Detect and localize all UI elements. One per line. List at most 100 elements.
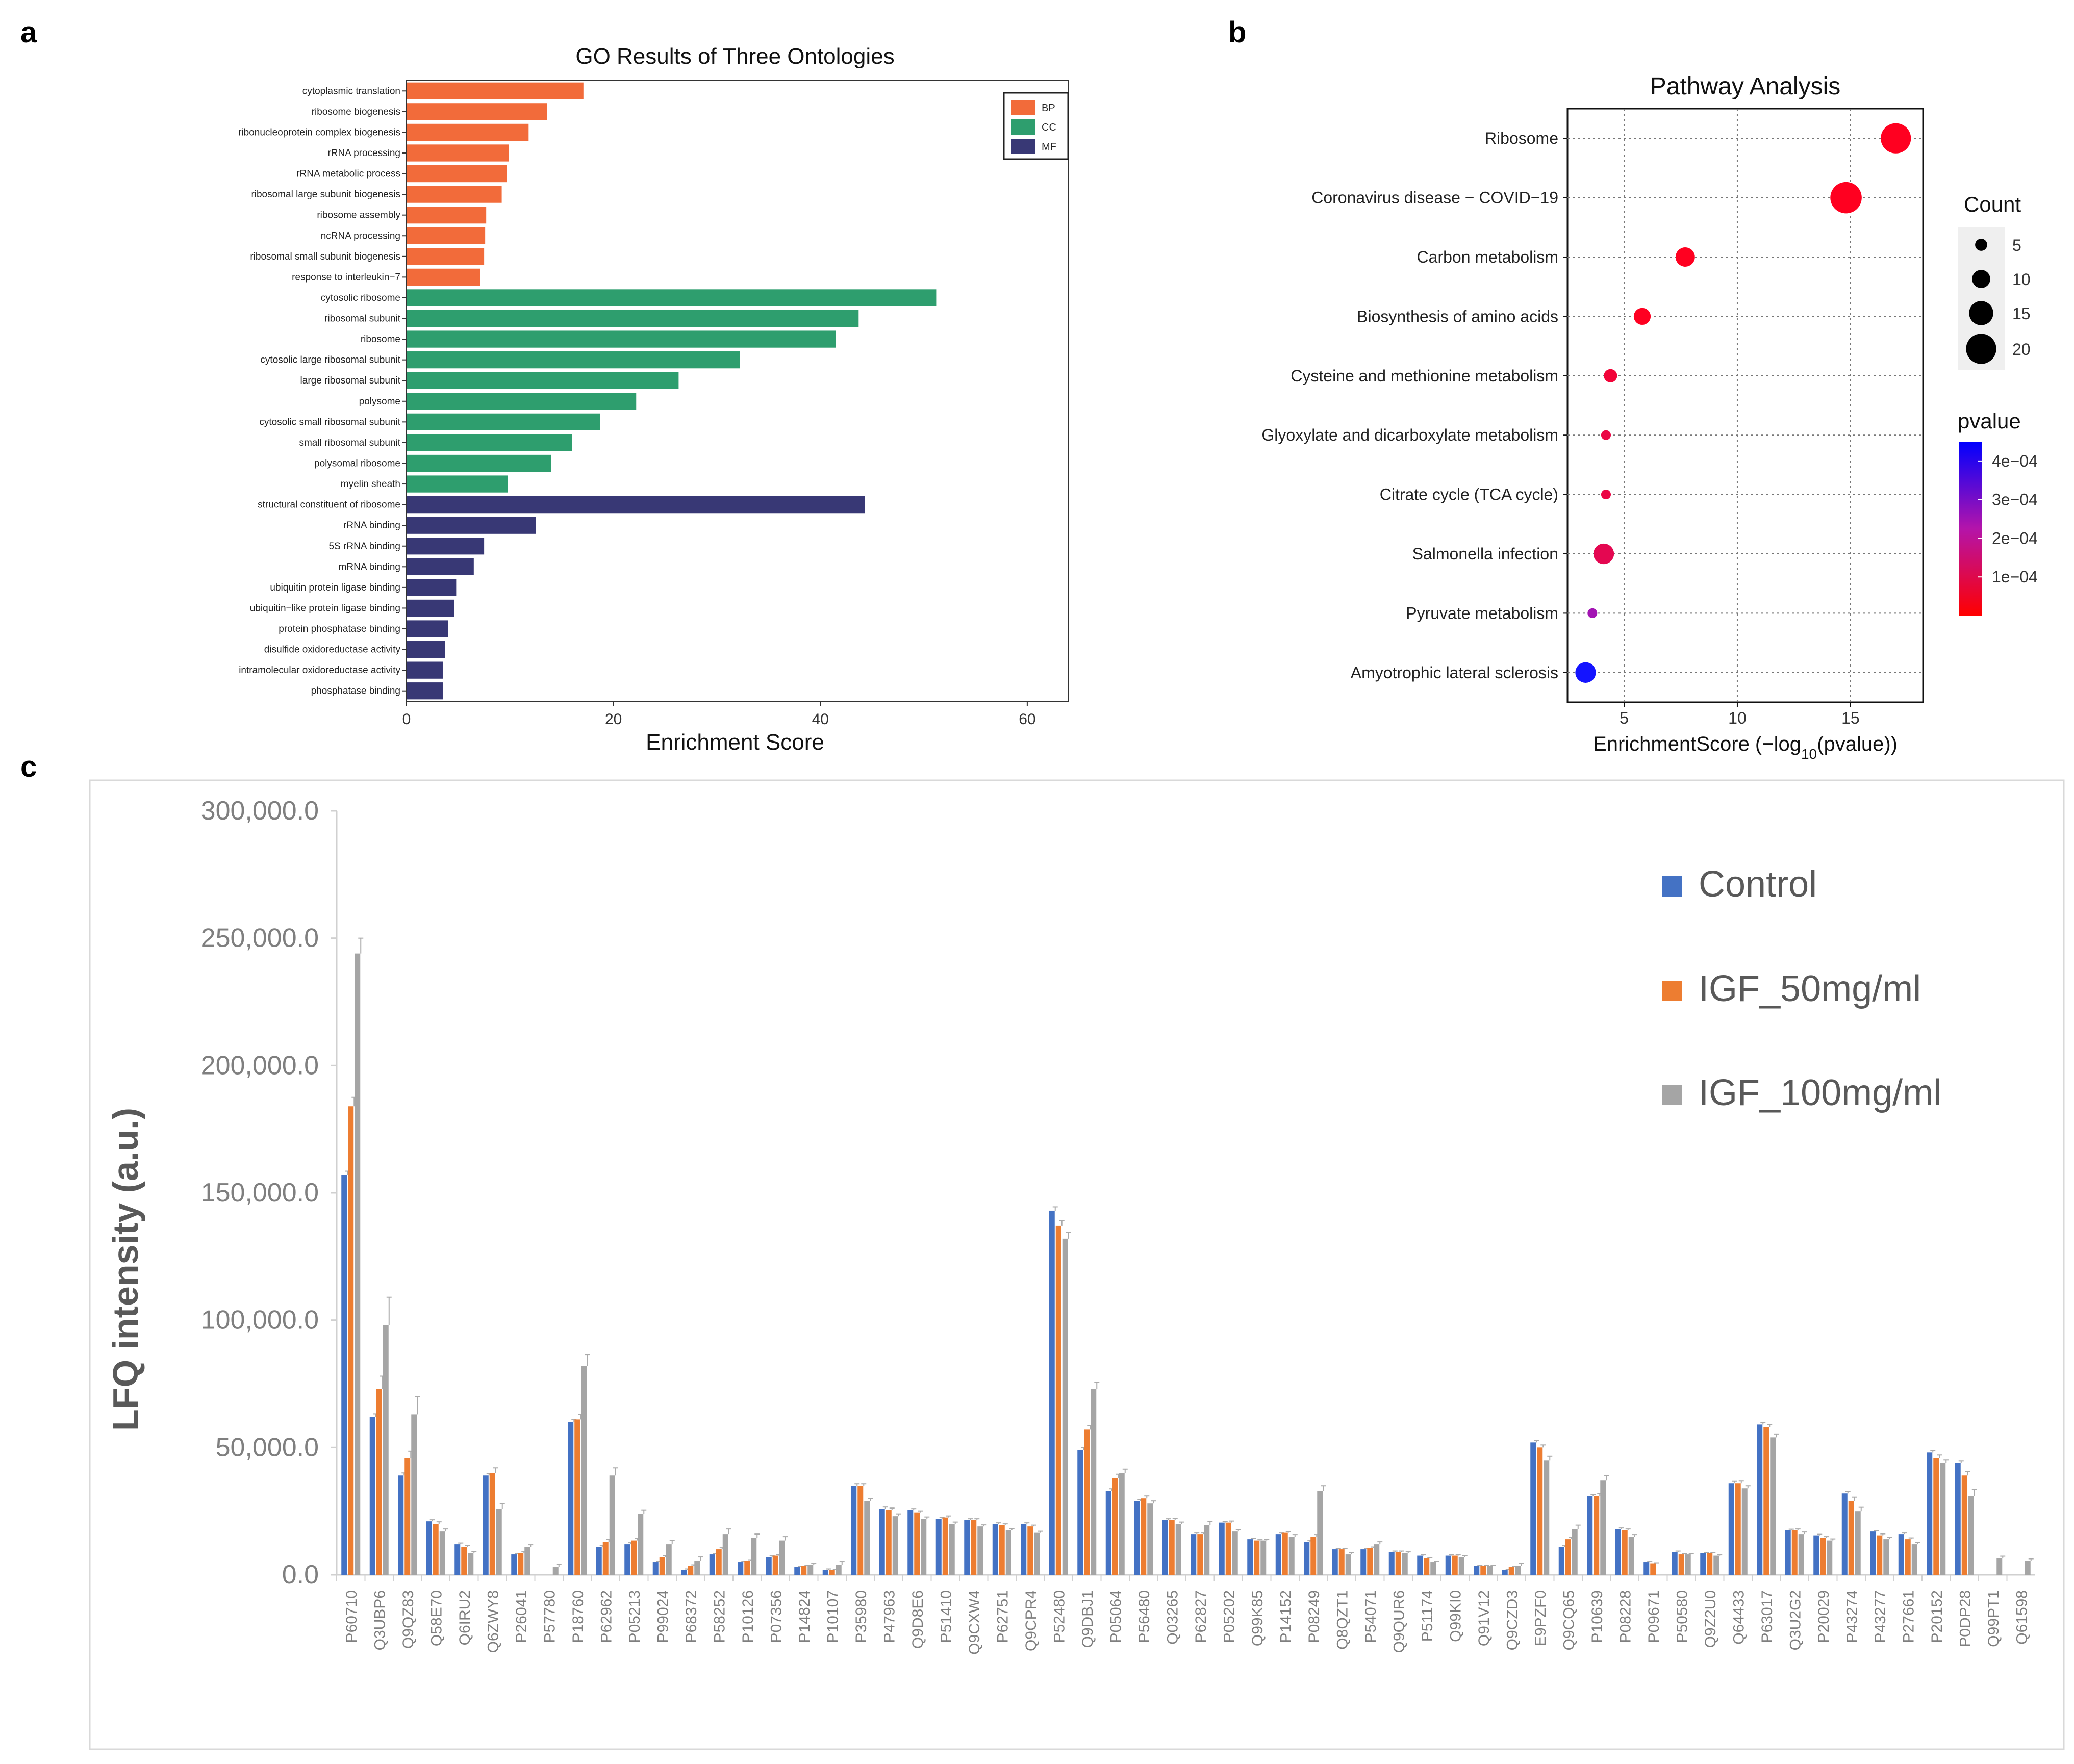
bar-igf-100mg-ml-p43277 <box>1883 1539 1889 1575</box>
bar-igf-100mg-ml-p62962 <box>609 1475 615 1575</box>
x-tick-label-q9d8e6: Q9D8E6 <box>909 1590 926 1649</box>
x-tick-label-q6iru2: Q6IRU2 <box>457 1590 473 1645</box>
y-tick-label-coronavirus-disease-covid-19: Coronavirus disease − COVID−19 <box>1311 189 1558 207</box>
y-tick-label-biosynthesis-of-amino-acids: Biosynthesis of amino acids <box>1357 307 1558 325</box>
x-tick-label-q99k85: Q99K85 <box>1249 1590 1266 1646</box>
bar-igf-100mg-ml-q9d8e6 <box>921 1519 927 1575</box>
bar-igf-50mg-ml-p54071 <box>1367 1548 1373 1575</box>
x-tick-label-p43277: P43277 <box>1872 1590 1889 1643</box>
bar-ribonucleoprotein-complex-biogenesis <box>407 123 529 141</box>
bar-control-p99024 <box>652 1562 659 1575</box>
x-tick-label: 20 <box>605 711 622 728</box>
bar-control-p14152 <box>1275 1534 1281 1575</box>
x-tick-label-p14152: P14152 <box>1277 1590 1294 1643</box>
bar-igf-50mg-ml-q8qzt1 <box>1338 1549 1345 1575</box>
y-tick-label-rrna-binding: rRNA binding <box>343 520 400 531</box>
x-tick-label-p05213: P05213 <box>626 1590 643 1643</box>
bar-igf-100mg-ml-p26041 <box>524 1547 530 1575</box>
legend-swatch-igf-50mg-ml <box>1662 981 1682 1001</box>
y-tick-label-phosphatase-binding: phosphatase binding <box>311 686 400 697</box>
bar-igf-50mg-ml-q03265 <box>1169 1520 1175 1575</box>
bar-igf-50mg-ml-p62962 <box>602 1542 609 1575</box>
x-tick-label-q9qz83: Q9QZ83 <box>400 1590 417 1649</box>
color-legend-title: pvalue <box>1958 409 2021 433</box>
x-tick-label-p07356: P07356 <box>768 1590 785 1643</box>
bar-phosphatase-binding <box>407 682 443 700</box>
bar-igf-50mg-ml-q3u2g2 <box>1791 1530 1798 1575</box>
bar-control-p50580 <box>1672 1552 1678 1575</box>
y-tick-label-ribosomal-large-subunit-biogenesis: ribosomal large subunit biogenesis <box>251 189 400 200</box>
bar-cytoplasmic-translation <box>407 82 584 99</box>
x-tick-label-e9pzf0: E9PZF0 <box>1532 1590 1549 1646</box>
bar-igf-100mg-ml-p0dp28 <box>1968 1496 1974 1575</box>
bar-control-p26041 <box>511 1554 517 1575</box>
bar-myelin-sheath <box>407 475 508 493</box>
bar-igf-100mg-ml-q9czd3 <box>1515 1566 1521 1575</box>
bar-igf-100mg-ml-p05213 <box>638 1514 644 1575</box>
chart-c-y-axis-label: LFQ intensity (a.u.) <box>106 1108 145 1431</box>
bar-igf-50mg-ml-p10107 <box>829 1570 835 1575</box>
x-tick-label-p52480: P52480 <box>1051 1590 1068 1643</box>
bar-control-q99ki0 <box>1445 1555 1451 1575</box>
bar-control-q03265 <box>1162 1520 1168 1575</box>
bar-igf-50mg-ml-p35980 <box>857 1486 864 1575</box>
bar-igf-50mg-ml-q9cpr4 <box>1027 1526 1033 1575</box>
legend-swatch-bp <box>1011 100 1035 115</box>
bar-igf-100mg-ml-p07356 <box>779 1540 785 1575</box>
dot-cysteine-and-methionine-metabolism <box>1604 369 1617 382</box>
bar-igf-100mg-ml-q6zwy8 <box>496 1509 502 1575</box>
x-tick-label-p27661: P27661 <box>1900 1590 1917 1643</box>
bar-ribosome-assembly <box>407 207 487 224</box>
bar-igf-100mg-ml-q9cpr4 <box>1034 1532 1040 1575</box>
bar-control-q8qzt1 <box>1332 1549 1338 1575</box>
x-tick-label-p51174: P51174 <box>1419 1590 1436 1642</box>
y-tick-label-polysome: polysome <box>359 396 400 407</box>
bar-igf-50mg-ml-q9czd3 <box>1508 1567 1514 1575</box>
bar-control-p05202 <box>1219 1522 1225 1575</box>
bar-control-q3u2g2 <box>1785 1530 1791 1575</box>
bar-igf-100mg-ml-p05064 <box>1119 1473 1125 1575</box>
bar-igf-50mg-ml-p18760 <box>574 1419 580 1575</box>
chart-a-title: GO Results of Three Ontologies <box>575 44 894 69</box>
x-tick-label-q8qzt1: Q8QZT1 <box>1334 1590 1351 1650</box>
y-tick-label-carbon-metabolism: Carbon metabolism <box>1417 248 1558 266</box>
bar-igf-50mg-ml-p08228 <box>1622 1530 1628 1575</box>
bar-igf-50mg-ml-p0dp28 <box>1961 1475 1967 1575</box>
bar-control-p51174 <box>1417 1555 1423 1575</box>
y-tick-label-glyoxylate-and-dicarboxylate-metabolism: Glyoxylate and dicarboxylate metabolism <box>1261 426 1558 444</box>
x-tick-label-p56480: P56480 <box>1136 1590 1153 1643</box>
y-tick-label: 0.0 <box>282 1560 319 1590</box>
x-tick-label-q9dbj1: Q9DBJ1 <box>1079 1590 1096 1648</box>
color-legend-label-2: 2e−04 <box>1992 529 2038 547</box>
bar-control-e9pzf0 <box>1530 1442 1536 1575</box>
dot-salmonella-infection <box>1593 543 1614 565</box>
x-tick-label-p62962: P62962 <box>598 1590 615 1643</box>
x-tick-label-q58e70: Q58E70 <box>428 1590 445 1646</box>
bar-control-p35980 <box>851 1486 857 1575</box>
bar-control-q9dbj1 <box>1077 1450 1083 1575</box>
color-legend-bar <box>1959 442 1982 616</box>
bar-large-ribosomal-subunit <box>407 372 679 389</box>
x-tick-label-p43274: P43274 <box>1843 1590 1860 1643</box>
y-tick-label-mrna-binding: mRNA binding <box>339 561 400 572</box>
bar-igf-100mg-ml-p35980 <box>864 1501 870 1575</box>
x-tick-label-p60710: P60710 <box>343 1590 360 1643</box>
bar-igf-50mg-ml-p10126 <box>744 1561 750 1575</box>
y-tick-label: 150,000.0 <box>201 1178 319 1208</box>
bar-igf-50mg-ml-q9cq65 <box>1565 1539 1571 1575</box>
x-tick-label-q64433: Q64433 <box>1730 1590 1747 1645</box>
bar-igf-100mg-ml-p58252 <box>722 1534 728 1575</box>
x-tick-label-p62751: P62751 <box>994 1590 1011 1643</box>
bar-small-ribosomal-subunit <box>407 434 572 451</box>
bar-control-p63017 <box>1757 1424 1763 1575</box>
bar-igf-50mg-ml-p51410 <box>942 1517 948 1575</box>
bar-igf-100mg-ml-q03265 <box>1175 1524 1181 1575</box>
y-tick-label-ribosome-assembly: ribosome assembly <box>317 210 400 221</box>
bar-igf-50mg-ml-p43277 <box>1877 1535 1883 1575</box>
panel-label-a: a <box>20 16 37 49</box>
x-tick-label-p08249: P08249 <box>1306 1590 1323 1643</box>
y-tick-label-ribosomal-small-subunit-biogenesis: ribosomal small subunit biogenesis <box>250 251 400 262</box>
legend-swatch-cc <box>1011 119 1035 135</box>
bar-igf-100mg-ml-p27661 <box>1911 1544 1917 1575</box>
